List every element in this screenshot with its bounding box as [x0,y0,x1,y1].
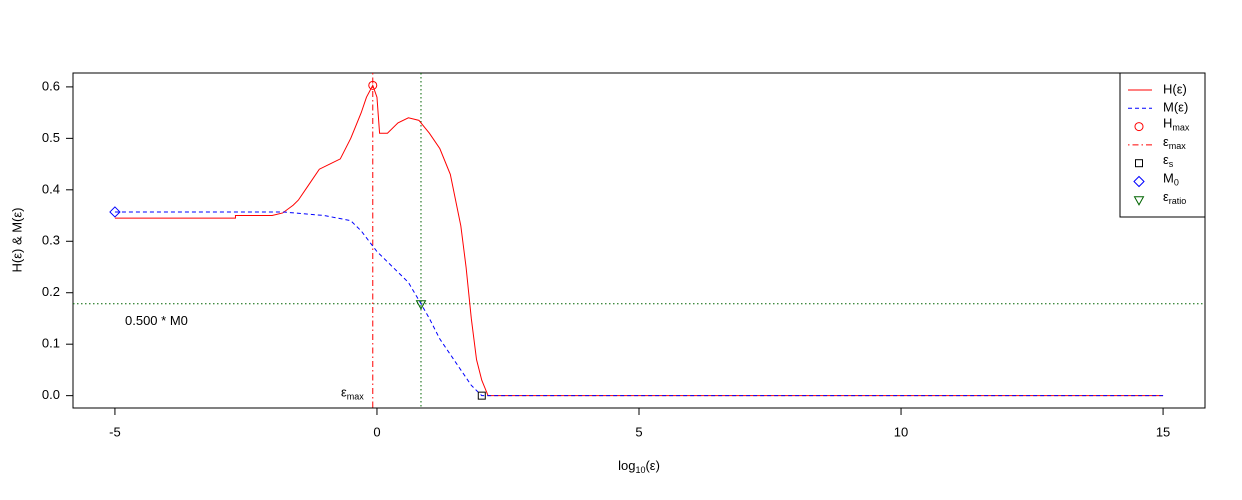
legend-label-sub: s [1169,160,1174,170]
point-marker [368,80,378,90]
legend-swatch [1133,196,1145,206]
y-tick-label: 0.1 [42,336,60,351]
legend-label-sub: max [1172,123,1190,133]
x-tick-label: 5 [635,424,642,439]
legend-label: H(ε) [1163,81,1187,96]
legend-label-sub: 0 [1174,178,1179,188]
vline-label: εmax [341,385,364,402]
x-tick-label: -5 [109,424,121,439]
legend-label-sub: max [1169,141,1187,151]
legend-swatch [1134,122,1144,132]
point-marker [109,206,121,218]
legend-label: Hmax [1163,116,1190,133]
reference-hline-label: 0.500 * M0 [125,313,188,328]
legend-label: εratio [1163,189,1186,206]
legend-swatch [1135,159,1143,168]
plot-frame [72,72,1206,409]
point-marker [477,391,486,400]
y-tick-label: 0.4 [42,181,60,196]
legend-label: M(ε) [1163,100,1188,115]
point-marker [415,300,427,310]
vline-label-base: ε [341,385,347,400]
x-tick-label: 0 [373,424,380,439]
y-tick-label: 0.3 [42,233,60,248]
legend-label-base: ε [1163,153,1169,168]
x-tick-label: 10 [894,424,908,439]
x-axis-label-sub: 10 [635,465,645,475]
legend-label-base: M [1163,171,1174,186]
y-tick-label: 0.0 [42,387,60,402]
y-axis-label: H(ε) & M(ε) [9,207,24,272]
legend-label-base: ε [1163,134,1169,149]
x-tick-label: 15 [1156,424,1170,439]
series-line [114,84,1164,397]
legend-box [1119,72,1206,218]
vline-label-sub: max [347,392,365,402]
legend-label-base: H [1163,116,1172,131]
legend-label: εmax [1163,134,1186,151]
x-axis-label: log10(ε) [618,458,660,475]
x-axis-label-base: log [618,458,635,473]
y-tick-label: 0.5 [42,130,60,145]
legend-label: M0 [1163,171,1179,188]
y-tick-label: 0.6 [42,78,60,93]
legend-label-sub: ratio [1169,196,1187,206]
y-tick-label: 0.2 [42,284,60,299]
legend-label: εs [1163,153,1174,170]
legend-swatch [1133,175,1145,188]
legend-label-base: ε [1163,189,1169,204]
x-axis-label-rest: (ε) [645,458,659,473]
